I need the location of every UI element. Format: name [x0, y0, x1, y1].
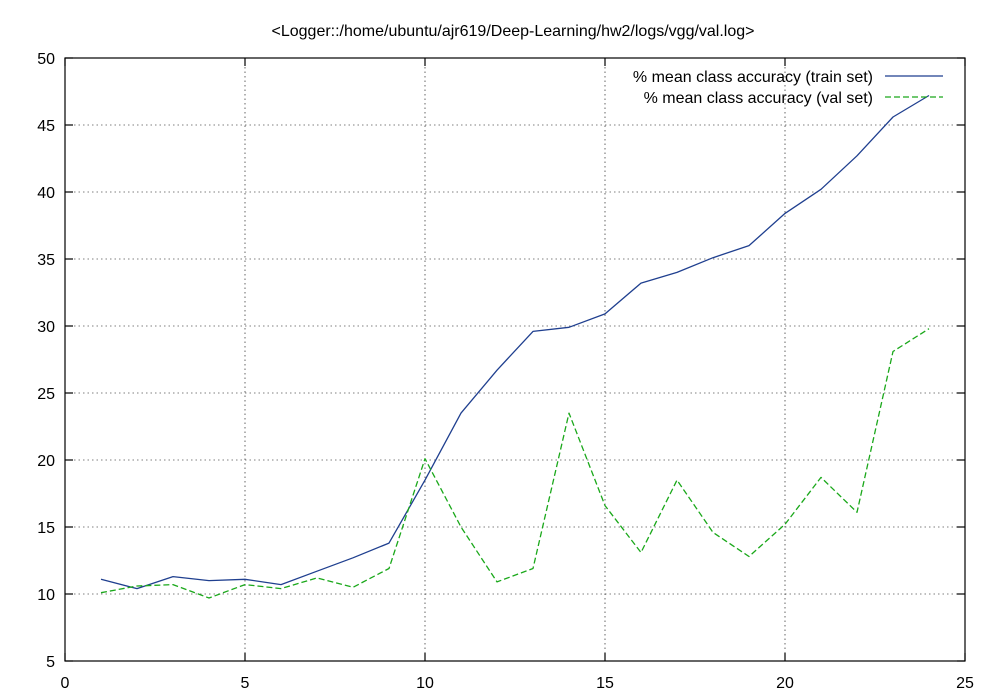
x-tick-label: 20: [776, 675, 794, 692]
y-tick-label: 40: [37, 185, 55, 202]
y-tick-label: 35: [37, 252, 55, 269]
y-tick-label: 15: [37, 520, 55, 537]
x-tick-label: 15: [596, 675, 614, 692]
x-tick-label: 0: [61, 675, 70, 692]
y-tick-label: 10: [37, 587, 55, 604]
y-tick-label: 30: [37, 319, 55, 336]
x-tick-label: 10: [416, 675, 434, 692]
train-series-line: [100, 94, 930, 590]
val-series-line: [100, 328, 930, 599]
legend: % mean class accuracy (train set) % mean …: [633, 69, 943, 107]
legend-label: % mean class accuracy (val set): [644, 90, 873, 107]
series-lines: [100, 94, 930, 599]
plot-frame: [64, 57, 966, 662]
y-tick-label: 50: [37, 51, 55, 68]
x-tick-label: 25: [956, 675, 974, 692]
legend-label: % mean class accuracy (train set): [633, 69, 873, 86]
y-tick-label: 25: [37, 386, 55, 403]
x-tick-label: 5: [241, 675, 250, 692]
chart-title: <Logger::/home/ubuntu/ajr619/Deep-Learni…: [272, 23, 755, 40]
y-tick-label: 5: [46, 654, 55, 671]
y-tick-label: 20: [37, 453, 55, 470]
y-tick-label: 45: [37, 118, 55, 135]
grid-lines: [65, 58, 965, 661]
